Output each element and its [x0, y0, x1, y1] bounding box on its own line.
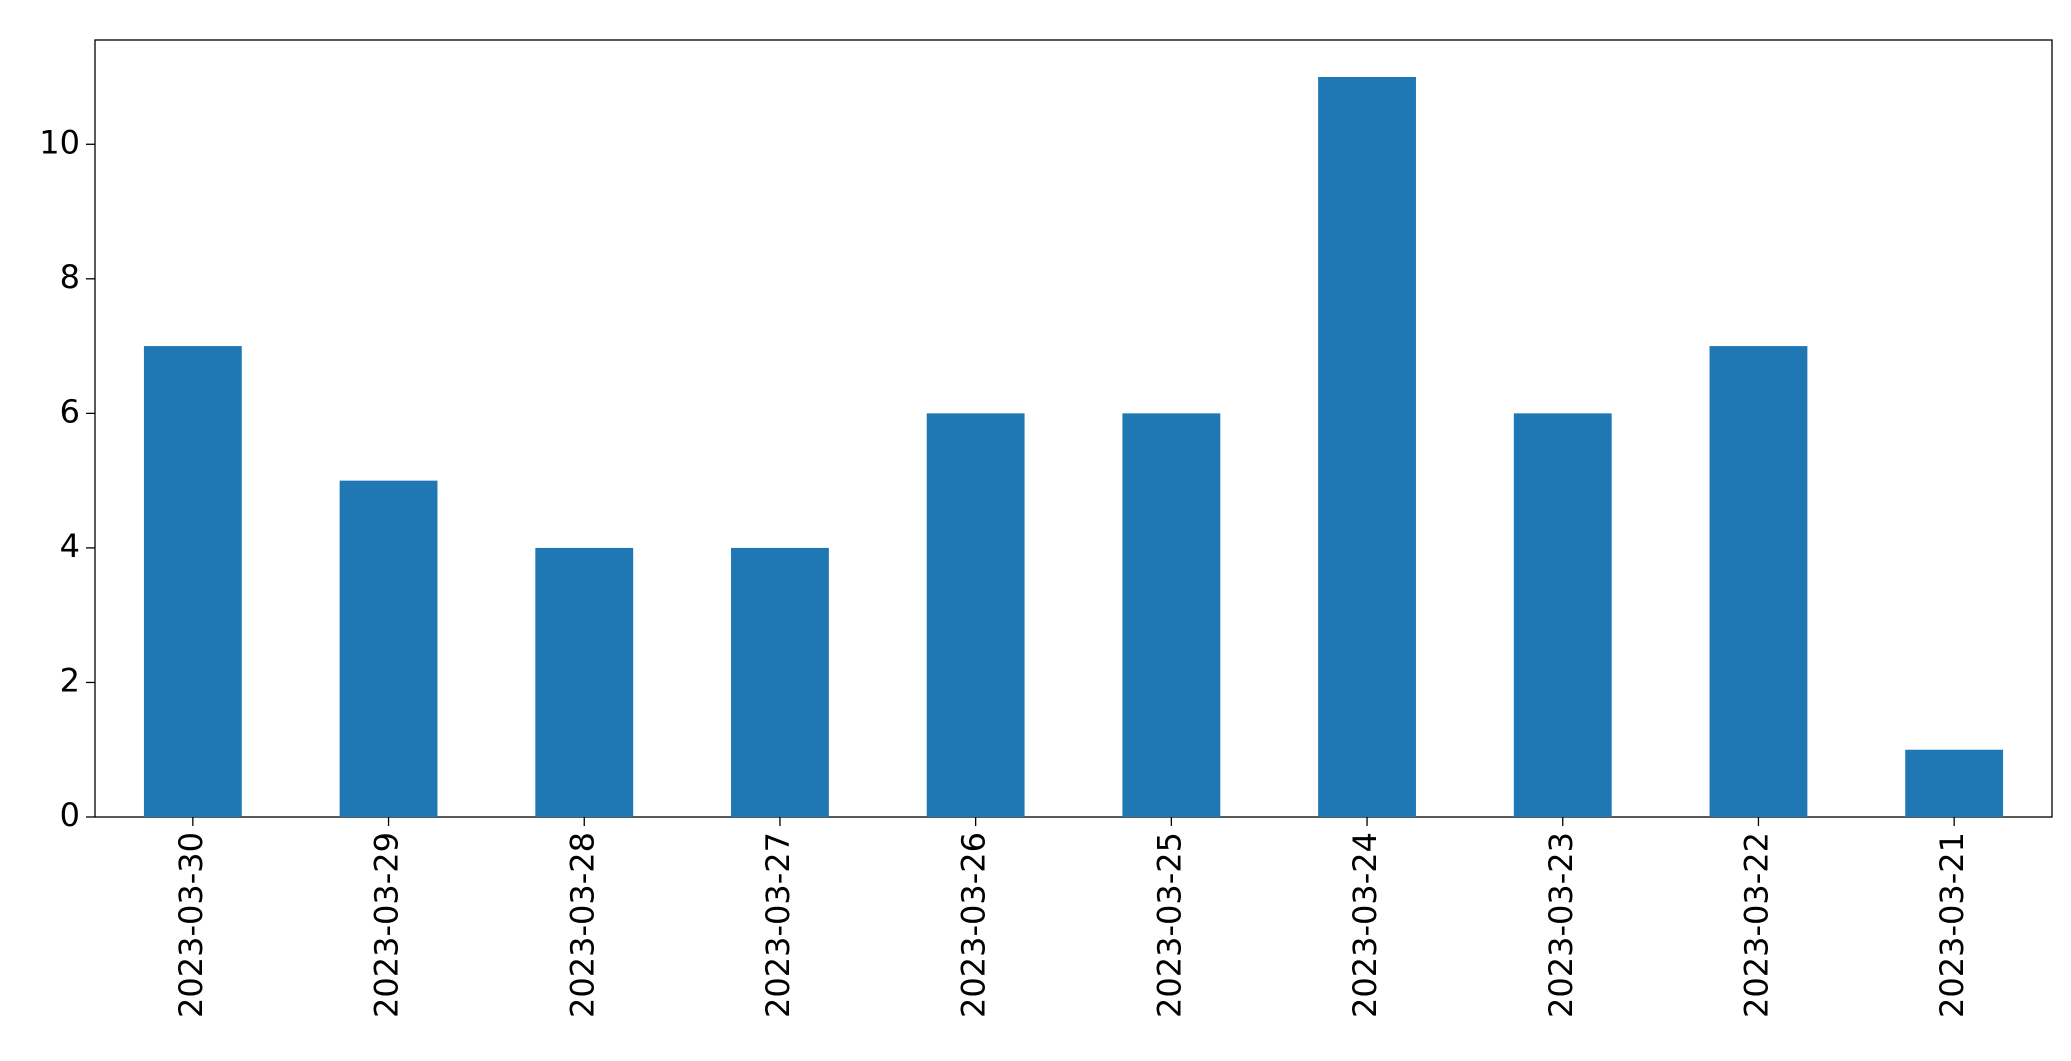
y-tick-label: 2 [60, 661, 80, 699]
x-tick-label: 2023-03-26 [955, 832, 993, 1018]
x-tick-label: 2023-03-24 [1346, 832, 1384, 1018]
x-tick-label: 2023-03-29 [368, 832, 406, 1018]
x-tick-label: 2023-03-30 [172, 832, 210, 1018]
bar [1318, 77, 1416, 817]
x-tick-label: 2023-03-28 [563, 832, 601, 1018]
bar [1513, 413, 1612, 817]
bar [143, 346, 242, 817]
x-tick-label: 2023-03-27 [759, 832, 797, 1018]
y-tick-label: 10 [39, 123, 80, 161]
x-tick-label: 2023-03-22 [1737, 832, 1775, 1018]
bar [339, 480, 438, 817]
y-tick-label: 4 [60, 527, 80, 565]
plot-frame [94, 39, 2053, 818]
y-tick-label: 0 [60, 796, 80, 834]
bar [1709, 346, 1808, 817]
y-tick-label: 8 [60, 258, 80, 296]
x-tick-label: 2023-03-23 [1542, 832, 1580, 1018]
x-tick-label: 2023-03-21 [1933, 832, 1971, 1018]
bar [1122, 413, 1221, 817]
bar [1905, 749, 2004, 817]
x-tick-label: 2023-03-25 [1150, 832, 1188, 1018]
bar [535, 547, 634, 817]
y-tick-label: 6 [60, 392, 80, 430]
bar [926, 413, 1025, 817]
bar [731, 547, 829, 817]
